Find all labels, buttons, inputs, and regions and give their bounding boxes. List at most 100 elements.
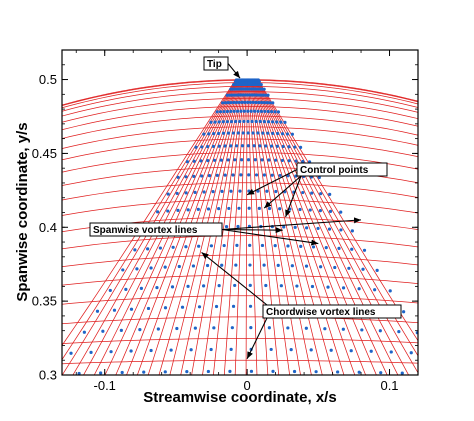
control-point <box>200 145 204 149</box>
control-point <box>242 119 246 124</box>
control-point <box>197 305 202 309</box>
control-point <box>248 304 253 308</box>
chordwise-line-11 <box>62 182 418 201</box>
spanwise-line-27 <box>251 79 334 375</box>
control-point <box>228 369 232 373</box>
annotation-control-points: Control points <box>246 162 388 218</box>
control-point <box>292 369 297 374</box>
control-point <box>422 372 425 375</box>
control-point <box>242 109 246 113</box>
control-point <box>247 173 251 177</box>
spanwise-line-34 <box>255 79 410 375</box>
control-point <box>369 349 373 353</box>
control-point <box>269 347 273 352</box>
control-point <box>243 100 247 104</box>
control-point <box>241 131 245 135</box>
control-point <box>209 347 213 352</box>
control-point <box>271 369 275 373</box>
control-point <box>257 100 261 105</box>
control-point <box>267 158 271 162</box>
control-point <box>430 352 433 355</box>
control-point <box>222 109 226 114</box>
control-point <box>268 101 272 105</box>
control-point <box>135 392 138 395</box>
control-point <box>129 307 134 311</box>
control-point <box>235 144 239 148</box>
spanwise-vortex-lines <box>62 79 418 375</box>
x-tick-label: -0.1 <box>94 378 116 393</box>
control-point <box>112 308 117 312</box>
spanwise-line-7 <box>115 79 241 375</box>
spanwise-line-13 <box>180 79 244 375</box>
control-point <box>240 144 245 148</box>
control-point <box>166 209 170 213</box>
control-point <box>279 120 283 124</box>
chordwise-line-18 <box>62 97 418 123</box>
control-point <box>149 348 153 353</box>
control-point <box>273 110 277 114</box>
control-point <box>101 329 105 333</box>
control-point <box>163 370 167 374</box>
chordwise-line-5 <box>62 295 418 305</box>
chordwise-line-6 <box>62 274 418 286</box>
spanwise-line-19 <box>245 79 248 375</box>
control-point <box>149 266 153 270</box>
control-point <box>229 119 234 124</box>
spanwise-line-25 <box>250 79 312 375</box>
control-point <box>260 100 264 105</box>
control-point <box>275 120 279 124</box>
spanwise-line-9 <box>136 79 242 375</box>
spanwise-line-3 <box>72 79 238 375</box>
control-point <box>298 145 303 149</box>
control-point <box>378 329 382 333</box>
control-point <box>260 243 265 248</box>
control-point <box>120 370 124 375</box>
spanwise-line-26 <box>250 79 323 375</box>
control-point <box>279 284 283 288</box>
control-point <box>270 173 274 177</box>
control-point <box>214 304 219 309</box>
control-point <box>142 370 146 374</box>
control-point <box>361 267 365 271</box>
spanwise-line-8 <box>126 79 241 375</box>
control-point <box>319 265 323 269</box>
control-point <box>254 100 258 105</box>
control-point <box>246 131 250 135</box>
control-point <box>259 83 263 87</box>
annotation-spanwise-vortex-lines: Spanwise vortex lines <box>89 217 362 246</box>
annotation-arrow <box>263 175 302 209</box>
control-point <box>218 110 223 114</box>
control-point <box>319 192 323 196</box>
control-point <box>215 110 219 114</box>
annotation-arrow <box>201 251 268 306</box>
control-point <box>225 109 229 114</box>
control-point <box>163 306 168 310</box>
control-point <box>295 284 299 288</box>
control-point <box>337 246 341 250</box>
control-point <box>225 93 229 97</box>
spanwise-line-12 <box>169 79 244 375</box>
control-point <box>235 243 239 247</box>
control-point <box>217 207 221 211</box>
control-point <box>240 100 244 104</box>
control-point <box>184 245 188 249</box>
control-point <box>310 191 314 195</box>
control-point <box>193 190 197 194</box>
control-point <box>217 284 221 288</box>
control-point <box>266 120 271 124</box>
control-point <box>341 327 345 331</box>
control-point <box>317 175 321 180</box>
control-point <box>360 328 364 332</box>
chordwise-line-12 <box>62 166 418 186</box>
control-point <box>186 208 190 212</box>
control-point <box>199 159 203 163</box>
control-point <box>318 209 322 213</box>
y-axis-title: Spanwise coordinate, y/s <box>14 122 31 301</box>
control-point <box>274 189 278 194</box>
x-tick-label: 0 <box>244 378 251 393</box>
control-point <box>108 288 112 293</box>
control-point <box>260 158 264 162</box>
control-point <box>402 310 406 314</box>
control-point <box>350 247 354 251</box>
control-point <box>197 244 201 248</box>
